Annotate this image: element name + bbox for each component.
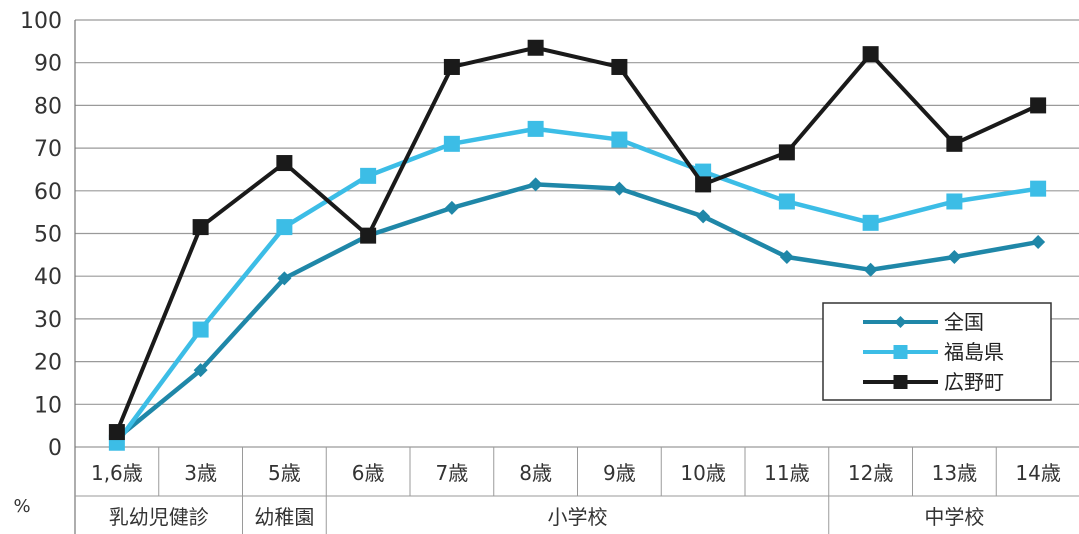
- y-tick-label: 20: [34, 351, 62, 376]
- y-tick-label: 60: [34, 180, 62, 205]
- series-line: [115, 182, 1039, 441]
- data-point: [778, 193, 795, 210]
- series-line: [115, 126, 1039, 445]
- x-tick-label: 11歳: [764, 461, 809, 485]
- x-tick-label: 1,6歳: [91, 461, 143, 485]
- data-point: [443, 58, 460, 75]
- data-point: [1031, 235, 1046, 250]
- data-point: [108, 424, 125, 441]
- x-tick-label: 9歳: [603, 461, 636, 485]
- data-point: [444, 200, 459, 215]
- series-layer: [108, 39, 1047, 451]
- legend-label: 福島県: [944, 340, 1004, 364]
- data-point: [528, 177, 543, 192]
- legend-swatch-marker: [893, 375, 908, 389]
- grid-lines: [75, 19, 1079, 448]
- data-point: [527, 39, 544, 56]
- x-tick-label: 5歳: [268, 461, 301, 485]
- data-point: [695, 176, 712, 193]
- y-tick-label: 40: [34, 265, 62, 290]
- y-tick-label: 90: [34, 52, 62, 77]
- data-point: [277, 271, 292, 286]
- y-tick-label: 0: [48, 436, 62, 461]
- data-point: [696, 209, 711, 224]
- data-point: [193, 363, 208, 378]
- y-tick-label: 50: [34, 223, 62, 248]
- x-tick-label: 8歳: [519, 461, 552, 485]
- x-tick-label: 13歳: [932, 461, 977, 485]
- y-tick-label: 80: [34, 94, 62, 119]
- group-label: 乳幼児健診: [109, 505, 209, 529]
- legend-label: 全国: [944, 310, 984, 334]
- legend-swatch-marker: [894, 316, 907, 328]
- x-tick-label: 12歳: [848, 461, 893, 485]
- data-point: [443, 135, 460, 152]
- x-tick-label: 3歳: [184, 461, 217, 485]
- y-tick-label: 10: [34, 393, 62, 418]
- x-tick-label: 6歳: [352, 461, 385, 485]
- data-point: [947, 249, 962, 264]
- data-point: [192, 219, 209, 236]
- x-tick-label: 7歳: [436, 461, 469, 485]
- data-point: [946, 135, 963, 152]
- data-point: [863, 262, 878, 277]
- data-point: [779, 249, 794, 264]
- data-point: [862, 46, 879, 63]
- data-point: [611, 131, 628, 148]
- data-point: [612, 181, 627, 196]
- data-point: [1030, 180, 1047, 197]
- data-point: [611, 58, 628, 75]
- y-tick-label: 100: [20, 9, 62, 34]
- x-tick-label: 10歳: [680, 461, 725, 485]
- data-point: [276, 219, 293, 236]
- group-label: 中学校: [924, 505, 984, 529]
- data-point: [862, 214, 879, 231]
- data-point: [1030, 97, 1047, 114]
- data-point: [360, 227, 377, 244]
- data-point: [527, 120, 544, 137]
- data-point: [946, 193, 963, 210]
- x-tick-label: 14歳: [1015, 461, 1060, 485]
- data-point: [192, 321, 209, 338]
- data-point: [276, 155, 293, 172]
- series-line: [115, 45, 1039, 433]
- y-unit-label: %: [13, 496, 30, 517]
- y-tick-label: 70: [34, 137, 62, 162]
- y-tick-label: 30: [34, 308, 62, 333]
- legend-swatch-marker: [893, 345, 908, 359]
- group-label: 小学校: [548, 505, 608, 529]
- series-group: [108, 120, 1047, 451]
- group-label: 幼稚園: [254, 505, 314, 529]
- series-group: [108, 39, 1047, 441]
- legend-label: 広野町: [944, 370, 1004, 394]
- data-point: [778, 144, 795, 161]
- data-point: [360, 167, 377, 184]
- y-axis: 0 10 20 30 40 50 60 70 80 90 100%: [13, 9, 76, 534]
